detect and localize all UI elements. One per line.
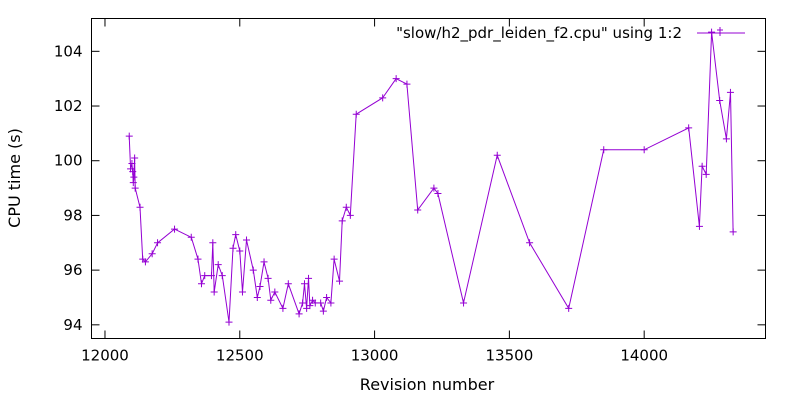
data-point-marker [379,94,387,102]
data-point-marker [338,217,346,225]
data-point-marker [352,110,360,118]
data-point-marker [708,28,716,36]
x-axis-ticks: 12000 12500 13000 13500 14000 [81,18,668,365]
data-point-marker [210,288,218,296]
data-point-marker [685,124,693,132]
data-point-marker [300,280,308,288]
data-point-marker [136,203,144,211]
data-point-marker [267,296,275,304]
data-point-marker [131,184,139,192]
data-point-marker [695,222,703,230]
data-point-marker [319,307,327,315]
data-point-marker [125,132,133,140]
x-tick-label: 12000 [81,347,129,365]
y-tick-label: 102 [54,97,83,115]
data-series [125,28,737,326]
legend: "slow/h2_pdr_leiden_f2.cpu" using 1:2 [396,24,745,43]
data-point-marker [154,239,162,247]
data-point-marker [336,277,344,285]
data-point-marker [279,304,287,312]
data-point-marker [327,299,335,307]
data-point-marker [526,239,534,247]
data-point-marker [232,231,240,239]
data-point-marker [295,310,303,318]
data-point-marker [299,299,307,307]
data-point-marker [284,280,292,288]
data-point-marker [197,280,205,288]
data-point-marker [218,272,226,280]
data-point-marker [323,293,331,301]
data-point-marker [330,255,338,263]
data-point-marker [264,274,272,282]
x-tick-label: 13500 [486,347,534,365]
data-point-marker [342,203,350,211]
y-tick-label: 96 [63,261,82,279]
data-point-marker [236,247,244,255]
data-point-marker [229,244,237,252]
data-point-marker [171,225,179,233]
data-point-marker [201,272,209,280]
data-point-marker [209,239,217,247]
data-point-marker [346,211,354,219]
legend-series-label: "slow/h2_pdr_leiden_f2.cpu" using 1:2 [396,24,682,43]
data-point-marker [392,75,400,83]
data-point-marker [129,168,137,176]
data-point-marker [702,170,710,178]
data-point-marker [317,299,325,307]
data-point-marker [271,288,279,296]
data-point-marker [207,272,215,280]
data-point-marker [460,299,468,307]
data-point-marker [194,255,202,263]
y-tick-label: 94 [63,316,82,334]
data-point-marker [253,293,261,301]
data-point-marker [148,250,156,258]
data-point-marker [430,184,438,192]
data-point-marker [434,190,442,198]
data-point-marker [260,258,268,266]
y-tick-label: 100 [54,152,83,170]
data-point-marker [225,318,233,326]
data-point-marker [131,154,139,162]
data-point-marker [305,274,313,282]
y-tick-label: 98 [63,206,82,224]
series-line [128,32,734,323]
data-point-marker [256,283,264,291]
data-point-marker [129,179,137,187]
data-point-marker [238,288,246,296]
x-tick-label: 14000 [620,347,668,365]
data-point-marker [128,159,136,167]
data-point-marker [640,146,648,154]
data-point-marker [493,151,501,159]
data-point-marker [565,304,573,312]
data-point-marker [214,261,222,269]
data-point-marker [729,228,737,236]
data-point-marker [600,146,608,154]
data-point-marker [414,206,422,214]
data-point-marker [243,236,251,244]
data-point-marker [698,162,706,170]
data-point-marker [306,302,314,310]
x-axis-label: Revision number [360,375,495,394]
data-point-marker [187,233,195,241]
x-tick-label: 12500 [216,347,264,365]
data-point-marker [716,97,724,105]
data-point-marker [722,135,730,143]
data-point-marker [130,173,138,181]
x-tick-label: 13000 [351,347,399,365]
y-axis-label: CPU time (s) [5,128,24,228]
y-tick-label: 104 [54,42,83,60]
data-point-marker [249,266,257,274]
plot-frame [91,18,766,339]
data-point-marker [726,88,734,96]
y-axis-ticks: 94 96 98 100 102 104 [54,42,766,334]
data-point-marker [141,258,149,266]
legend-marker-sample [717,27,723,36]
data-point-marker [403,80,411,88]
